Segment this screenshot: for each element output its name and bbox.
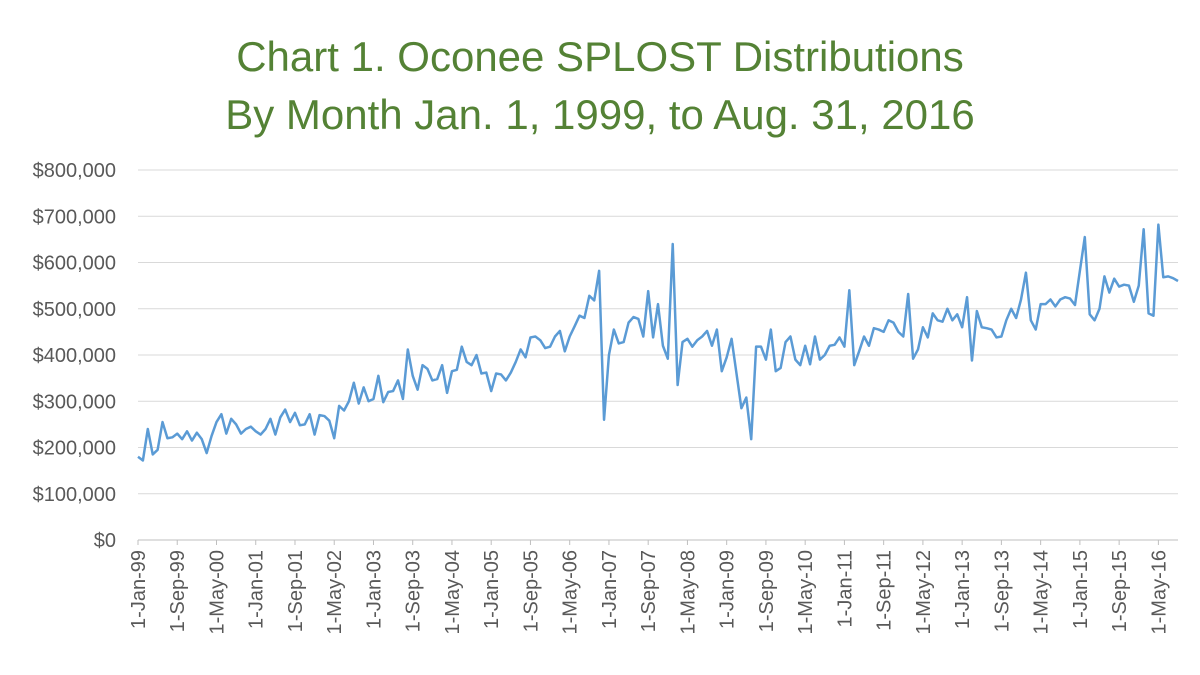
y-axis: $0 $100,000 $200,000 $300,000 $400,000 $500,0…	[33, 160, 116, 552]
gridlines	[138, 169, 1178, 541]
x-tick-label: 1-Sep-13	[991, 550, 1013, 632]
chart-title: Chart 1. Oconee SPLOST Distributions By …	[0, 28, 1200, 144]
y-tick-label: $100,000	[33, 484, 116, 506]
x-tick-label: 1-Sep-07	[638, 550, 660, 632]
y-tick-label: $400,000	[33, 345, 116, 367]
x-tick-label: 1-Sep-15	[1109, 550, 1131, 632]
x-tick-label: 1-Sep-09	[756, 550, 778, 632]
x-tick-label: 1-May-14	[1031, 550, 1053, 634]
x-tick-label: 1-Sep-01	[285, 550, 307, 632]
x-tick-label: 1-May-06	[560, 550, 582, 634]
x-tick-label: 1-May-10	[795, 550, 817, 634]
x-tick-label: 1-Jan-09	[717, 550, 739, 629]
x-tick-label: 1-Jan-99	[128, 550, 150, 629]
x-axis: 1-Jan-99 1-Sep-99 1-May-00 1-Jan-01 1-Sep-01…	[128, 540, 1170, 634]
y-tick-label: $0	[94, 530, 116, 552]
series-line	[137, 223, 1179, 462]
y-tick-label: $800,000	[33, 160, 116, 182]
x-tick-label: 1-Jan-15	[1070, 550, 1092, 629]
x-tick-label: 1-Jan-03	[363, 550, 385, 629]
x-tick-label: 1-Sep-11	[874, 550, 896, 631]
x-tick-label: 1-Jan-13	[952, 550, 974, 629]
x-tick-label: 1-Jan-07	[599, 550, 621, 629]
y-tick-label: $200,000	[33, 438, 116, 460]
x-tick-label: 1-Sep-05	[520, 550, 542, 632]
series-layer	[137, 223, 1179, 462]
x-tick-label: 1-May-02	[324, 550, 346, 634]
x-tick-label: 1-May-16	[1148, 550, 1170, 634]
x-tick-label: 1-Sep-99	[167, 550, 189, 632]
y-tick-label: $300,000	[33, 391, 116, 413]
x-tick-label: 1-May-12	[913, 550, 935, 634]
chart-title-line-2: By Month Jan. 1, 1999, to Aug. 31, 2016	[225, 91, 975, 138]
y-tick-label: $700,000	[33, 206, 116, 228]
x-tick-label: 1-Jan-05	[481, 550, 503, 629]
y-tick-label: $600,000	[33, 253, 116, 275]
y-tick-label: $500,000	[33, 299, 116, 321]
x-tick-label: 1-May-04	[442, 550, 464, 634]
x-tick-label: 1-Jan-01	[246, 550, 268, 629]
x-tick-label: 1-May-08	[677, 550, 699, 634]
x-tick-label: 1-Sep-03	[403, 550, 425, 632]
x-tick-label: 1-Jan-11	[834, 550, 856, 627]
chart-title-line-1: Chart 1. Oconee SPLOST Distributions	[236, 33, 964, 80]
x-tick-label: 1-May-00	[206, 550, 228, 634]
